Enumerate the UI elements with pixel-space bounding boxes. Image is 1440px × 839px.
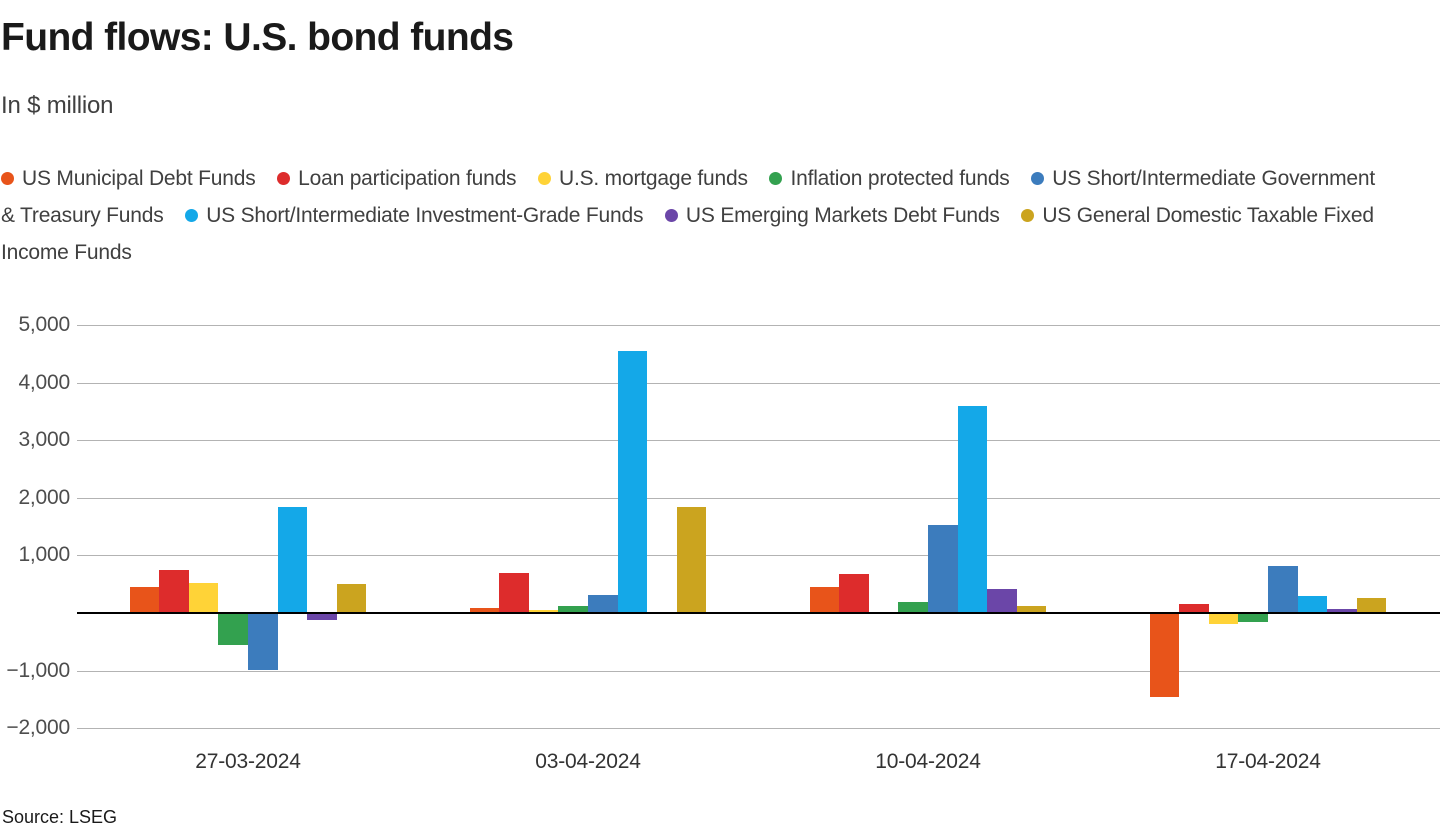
bar-us-general-domestic-taxable-fixed-income-funds — [1356, 598, 1387, 613]
x-axis-label: 03-04-2024 — [535, 750, 641, 773]
bar-us-general-domestic-taxable-fixed-income-funds — [336, 584, 367, 613]
bar-us-short-intermediate-investment-grade-funds — [957, 406, 988, 613]
legend-swatch-icon — [1021, 209, 1035, 222]
bar-us-municipal-debt-funds — [129, 586, 160, 613]
x-axis-label: 10-04-2024 — [875, 750, 981, 773]
y-axis-label: 3,000 — [18, 428, 70, 452]
bar-loan-participation-funds — [839, 574, 869, 613]
bar-us-general-domestic-taxable-fixed-income-funds — [1016, 605, 1047, 613]
legend-label: U.S. mortgage funds — [559, 167, 748, 190]
bar-us-short-intermediate-government-treasury-funds — [1268, 566, 1298, 613]
legend-label: US Municipal Debt Funds — [22, 167, 256, 190]
bar-inflation-protected-funds — [898, 601, 928, 613]
legend-swatch-icon — [277, 172, 291, 185]
bar-inflation-protected-funds — [558, 605, 588, 613]
chart-legend: US Municipal Debt Funds Loan participati… — [1, 160, 1379, 271]
y-axis-label: 5,000 — [18, 313, 70, 336]
legend-item-loan-participation-funds: Loan participation funds — [267, 167, 517, 190]
bar-u-s-mortgage-funds — [1208, 613, 1239, 624]
bar-u-s-mortgage-funds — [188, 583, 219, 613]
legend-item-us-short-intermediate-government-treasury-funds: US Short/Intermediate Government & Treas… — [1, 167, 1375, 227]
legend-item-us-short-intermediate-investment-grade-funds: US Short/Intermediate Investment-Grade F… — [175, 204, 643, 227]
gridline — [77, 555, 1440, 557]
legend-swatch-icon — [538, 172, 551, 185]
legend-item-us-emerging-markets-debt-funds: US Emerging Markets Debt Funds — [655, 204, 1000, 227]
bar-us-short-intermediate-government-treasury-funds — [248, 613, 278, 670]
legend-label: Loan participation funds — [298, 167, 517, 190]
bar-us-municipal-debt-funds — [1149, 613, 1180, 698]
bar-us-short-intermediate-government-treasury-funds — [588, 595, 618, 613]
x-axis-label: 27-03-2024 — [195, 750, 301, 773]
bar-loan-participation-funds — [159, 569, 189, 613]
legend-swatch-icon — [1031, 172, 1045, 185]
bar-us-short-intermediate-government-treasury-funds — [928, 525, 958, 613]
bar-us-short-intermediate-investment-grade-funds — [277, 507, 308, 613]
bar-loan-participation-funds — [1179, 603, 1209, 613]
bar-inflation-protected-funds — [218, 613, 248, 646]
bar-us-emerging-markets-debt-funds — [307, 613, 337, 620]
bar-us-emerging-markets-debt-funds — [1327, 609, 1357, 613]
gridline — [77, 497, 1440, 499]
y-axis-label: −2,000 — [6, 716, 70, 740]
bar-us-short-intermediate-investment-grade-funds — [617, 350, 648, 613]
legend-swatch-icon — [664, 209, 678, 222]
zero-axis-line — [77, 612, 1440, 614]
legend-item-us-municipal-debt-funds: US Municipal Debt Funds — [1, 167, 256, 190]
bar-loan-participation-funds — [499, 572, 529, 613]
y-axis-label: −1,000 — [6, 658, 70, 682]
y-axis-label: 2,000 — [18, 485, 70, 509]
gridline — [77, 382, 1440, 384]
legend-item-u-s-mortgage-funds: U.S. mortgage funds — [528, 167, 748, 190]
page-title: Fund flows: U.S. bond funds — [1, 16, 514, 59]
y-axis-label: 1,000 — [18, 543, 70, 567]
bar-u-s-mortgage-funds — [528, 609, 559, 613]
legend-swatch-icon — [769, 172, 783, 185]
y-axis-label: 4,000 — [18, 370, 70, 394]
bar-us-emerging-markets-debt-funds — [987, 589, 1017, 613]
bar-us-municipal-debt-funds — [469, 607, 500, 613]
legend-label: US Emerging Markets Debt Funds — [685, 204, 1000, 227]
legend-item-inflation-protected-funds: Inflation protected funds — [759, 167, 1010, 190]
legend-label: Inflation protected funds — [790, 167, 1010, 190]
source-note: Source: LSEG — [2, 807, 118, 827]
bar-us-municipal-debt-funds — [809, 587, 840, 613]
legend-label: US General Domestic Taxable Fixed Income… — [1, 204, 1374, 264]
gridline — [77, 670, 1440, 672]
legend-swatch-icon — [185, 209, 199, 222]
gridline — [77, 440, 1440, 442]
gridline — [77, 728, 1440, 730]
gridline — [77, 325, 1440, 326]
bar-us-short-intermediate-investment-grade-funds — [1297, 596, 1328, 613]
x-axis-label: 17-04-2024 — [1215, 750, 1321, 773]
legend-label: US Short/Intermediate Investment-Grade F… — [206, 204, 644, 227]
bar-inflation-protected-funds — [1238, 613, 1268, 623]
chart-subtitle: In $ million — [1, 92, 114, 119]
legend-swatch-icon — [1, 172, 14, 185]
bar-us-general-domestic-taxable-fixed-income-funds — [676, 507, 707, 613]
legend-item-us-general-domestic-taxable-fixed-income-funds: US General Domestic Taxable Fixed Income… — [1, 204, 1374, 264]
legend-label: US Short/Intermediate Government & Treas… — [1, 167, 1376, 227]
